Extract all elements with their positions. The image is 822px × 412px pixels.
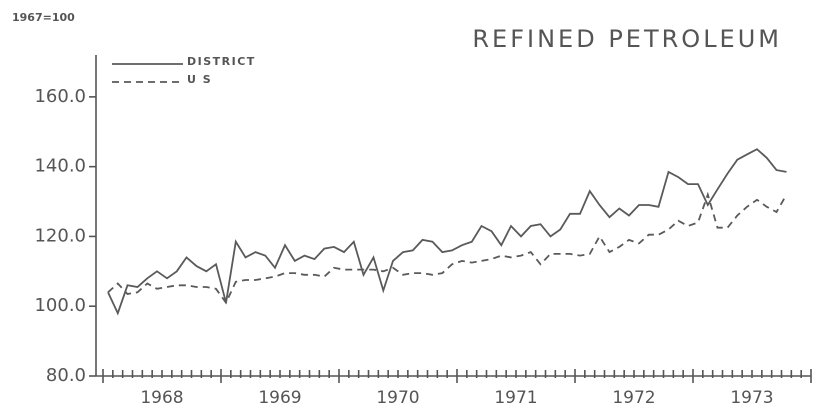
legend-label: U S — [187, 73, 212, 86]
y-tick-label: 80.0 — [46, 365, 86, 386]
y-tick-label: 140.0 — [34, 156, 86, 177]
x-year-label: 1972 — [612, 388, 655, 408]
series-line — [107, 148, 787, 316]
y-tick-label: 120.0 — [34, 225, 86, 246]
y-tick-label: 160.0 — [34, 86, 86, 107]
series-line — [107, 191, 788, 305]
x-year-label: 1968 — [140, 388, 183, 408]
chart-title: REFINED PETROLEUM — [472, 25, 782, 53]
x-year-label: 1973 — [730, 388, 773, 408]
chart-subtitle: 1967=100 — [12, 11, 75, 24]
x-year-label: 1969 — [258, 388, 301, 408]
y-tick-label: 100.0 — [34, 295, 86, 316]
x-year-label: 1970 — [376, 388, 419, 408]
legend-label: DISTRICT — [187, 55, 256, 68]
x-year-label: 1971 — [494, 388, 537, 408]
